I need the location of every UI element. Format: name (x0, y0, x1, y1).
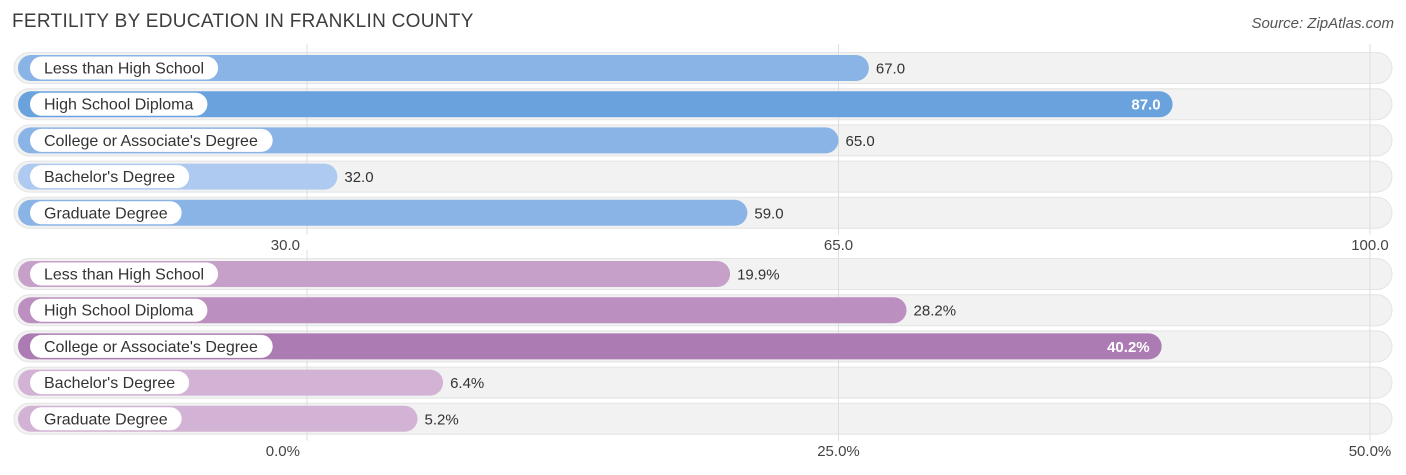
value-label: 6.4% (450, 375, 484, 392)
value-label: 65.0 (846, 133, 875, 150)
category-label: Bachelor's Degree (44, 169, 175, 186)
bar (18, 199, 748, 226)
value-label: 28.2% (914, 303, 957, 320)
category-pill (30, 56, 219, 80)
tick-label: 25.0% (817, 443, 860, 460)
bar (18, 91, 1173, 118)
tick-label: 50.0% (1349, 443, 1392, 460)
category-label: College or Associate's Degree (44, 133, 258, 150)
tick-label: 100.0 (1351, 237, 1389, 254)
tick-label: 0.0% (266, 443, 300, 460)
value-label: 32.0 (344, 169, 373, 186)
value-label: 87.0 (1131, 97, 1160, 114)
value-label: 5.2% (425, 411, 459, 428)
category-label: Graduate Degree (44, 205, 168, 222)
value-label: 40.2% (1107, 339, 1150, 356)
category-pill (30, 371, 190, 395)
category-pill (30, 262, 219, 286)
category-pill (30, 165, 190, 189)
category-pill (30, 92, 208, 116)
category-label: Bachelor's Degree (44, 375, 175, 392)
tick-label: 65.0 (824, 237, 853, 254)
category-pill (30, 407, 182, 431)
category-label: College or Associate's Degree (44, 339, 258, 356)
category-pill (30, 334, 273, 358)
value-label: 19.9% (737, 267, 780, 284)
bar (18, 297, 907, 324)
bar (18, 333, 1162, 360)
category-label: Graduate Degree (44, 411, 168, 428)
row-track (13, 160, 1393, 193)
bar (18, 55, 869, 81)
category-label: Less than High School (44, 267, 204, 284)
category-label: Less than High School (44, 61, 204, 78)
chart-title: FERTILITY BY EDUCATION IN FRANKLIN COUNT… (12, 11, 474, 32)
category-pill (30, 298, 208, 322)
value-label: 67.0 (876, 61, 905, 78)
category-label: High School Diploma (44, 97, 194, 114)
tick-label: 30.0 (271, 237, 300, 254)
value-label: 59.0 (754, 205, 783, 222)
category-pill (30, 128, 273, 152)
source-credit: Source: ZipAtlas.com (1251, 15, 1394, 32)
category-label: High School Diploma (44, 303, 194, 320)
category-pill (30, 201, 182, 225)
